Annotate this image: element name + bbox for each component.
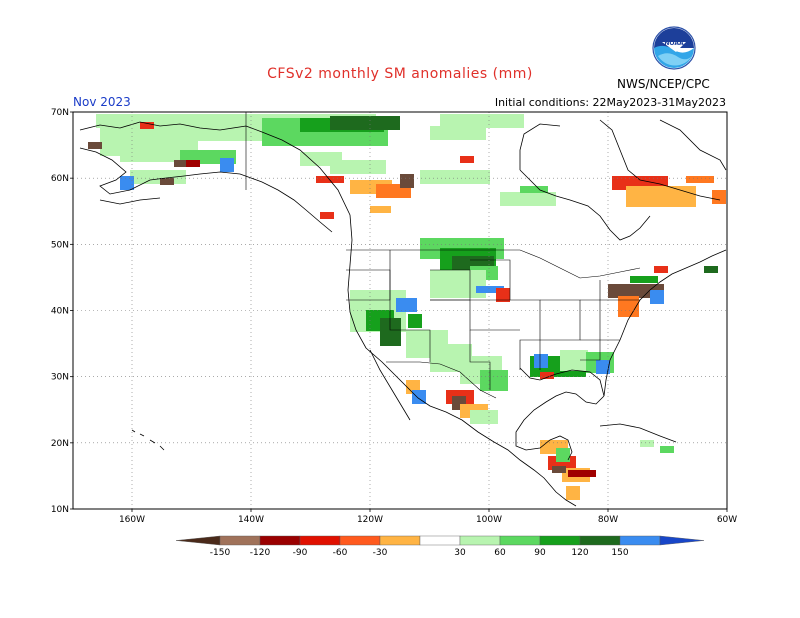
- anomaly-cell: [520, 186, 548, 193]
- lat-label: 60N: [51, 174, 69, 184]
- political-borders: [245, 112, 641, 399]
- colorbar-label: 120: [571, 548, 588, 558]
- colorbar-segment: [219, 535, 261, 546]
- forecast-month: Nov 2023: [73, 95, 131, 109]
- lat-label: 70N: [51, 108, 69, 118]
- colorbar: -150 -120 -90 -60 -30 30 60 90 120 150: [175, 535, 705, 558]
- anomaly-cell: [480, 370, 508, 391]
- lat-label: 10N: [51, 505, 69, 515]
- anomaly-cell: [660, 446, 674, 453]
- anomaly-cell: [618, 296, 639, 317]
- anomaly-cell: [396, 298, 417, 312]
- colorbar-segment: [579, 535, 621, 546]
- colorbar-label: 30: [454, 548, 466, 558]
- colorbar-label: -120: [250, 548, 271, 558]
- colorbar-arrow-right: [659, 535, 705, 546]
- colorbar-segment: [339, 535, 381, 546]
- anomaly-cell: [476, 286, 504, 293]
- anomaly-cell: [500, 192, 556, 206]
- colorbar-label: -30: [373, 548, 388, 558]
- anomaly-cell: [626, 186, 696, 207]
- anomaly-cell: [566, 486, 580, 500]
- anomaly-cell: [556, 448, 570, 462]
- lat-label: 30N: [51, 373, 69, 383]
- anomaly-cell: [88, 142, 102, 149]
- anomaly-cell: [686, 176, 714, 183]
- coastlines: [79, 119, 727, 507]
- latitude-labels: 70N 60N 50N 40N 30N 20N 10N: [51, 108, 73, 515]
- colorbar-label: -60: [333, 548, 348, 558]
- anomaly-cell: [650, 290, 664, 304]
- anomaly-cell: [654, 266, 668, 273]
- anomaly-cell: [534, 354, 548, 368]
- anomaly-cell: [712, 190, 726, 204]
- anomaly-cell: [400, 174, 414, 188]
- colorbar-segment: [379, 535, 421, 546]
- anomaly-cell: [174, 160, 188, 167]
- lon-label: 60W: [717, 515, 737, 525]
- anomaly-cells: [88, 114, 726, 500]
- anomaly-cell: [160, 178, 174, 185]
- colorbar-segment: [459, 535, 501, 546]
- anomaly-cell: [540, 372, 554, 379]
- colorbar-label: -150: [210, 548, 231, 558]
- lat-label: 50N: [51, 240, 69, 250]
- anomaly-cell: [420, 170, 490, 184]
- anomaly-cell: [220, 158, 234, 172]
- lon-label: 160W: [119, 515, 145, 525]
- anomaly-cell: [120, 148, 190, 162]
- anomaly-cell: [460, 156, 474, 163]
- anomaly-cell: [470, 410, 498, 424]
- anomaly-cell: [630, 276, 658, 283]
- colorbar-segment: [499, 535, 541, 546]
- anomaly-cell: [704, 266, 718, 273]
- anomaly-cell: [596, 360, 610, 374]
- anomaly-cell: [568, 470, 596, 477]
- anomaly-cell: [430, 126, 486, 140]
- noaa-logo-icon: NOAA: [652, 26, 696, 70]
- lat-label: 40N: [51, 307, 69, 317]
- longitude-labels: 160W 140W 120W 100W 80W 60W: [119, 509, 737, 525]
- colorbar-label: 150: [611, 548, 628, 558]
- colorbar-segment: [539, 535, 581, 546]
- lon-label: 80W: [598, 515, 618, 525]
- anomaly-cell: [560, 350, 588, 371]
- anomaly-cell: [140, 122, 154, 129]
- logo-text: NOAA: [664, 40, 684, 47]
- lon-label: 120W: [357, 515, 383, 525]
- colorbar-segment: [259, 535, 301, 546]
- anomaly-cell: [320, 212, 334, 219]
- lat-lon-grid: [73, 112, 727, 509]
- anomaly-cell: [430, 270, 486, 298]
- anomaly-cell: [120, 176, 134, 190]
- anomaly-cell: [408, 314, 422, 328]
- map-title: CFSv2 monthly SM anomalies (mm): [267, 66, 533, 82]
- colorbar-label: -90: [293, 548, 308, 558]
- anomaly-cell: [186, 160, 200, 167]
- anomaly-cell: [640, 440, 654, 447]
- agency-label: NWS/NCEP/CPC: [617, 77, 710, 91]
- anomaly-cell: [380, 318, 401, 346]
- lon-label: 140W: [238, 515, 264, 525]
- initial-conditions: Initial conditions: 22May2023-31May2023: [494, 96, 726, 109]
- anomaly-cell: [330, 160, 386, 174]
- anomaly-cell: [412, 390, 426, 404]
- anomaly-cell: [330, 116, 400, 130]
- colorbar-segment: [419, 535, 461, 546]
- colorbar-segment: [299, 535, 341, 546]
- anomaly-cell: [370, 206, 391, 213]
- lon-label: 100W: [476, 515, 502, 525]
- anomaly-cell: [316, 176, 344, 183]
- lat-label: 20N: [51, 439, 69, 449]
- colorbar-segment: [619, 535, 661, 546]
- anomaly-cell: [496, 288, 510, 302]
- anomaly-cell: [552, 466, 566, 473]
- colorbar-label: 90: [534, 548, 546, 558]
- anomaly-cell: [440, 114, 524, 128]
- colorbar-label: 60: [494, 548, 506, 558]
- colorbar-arrow-left: [175, 535, 221, 546]
